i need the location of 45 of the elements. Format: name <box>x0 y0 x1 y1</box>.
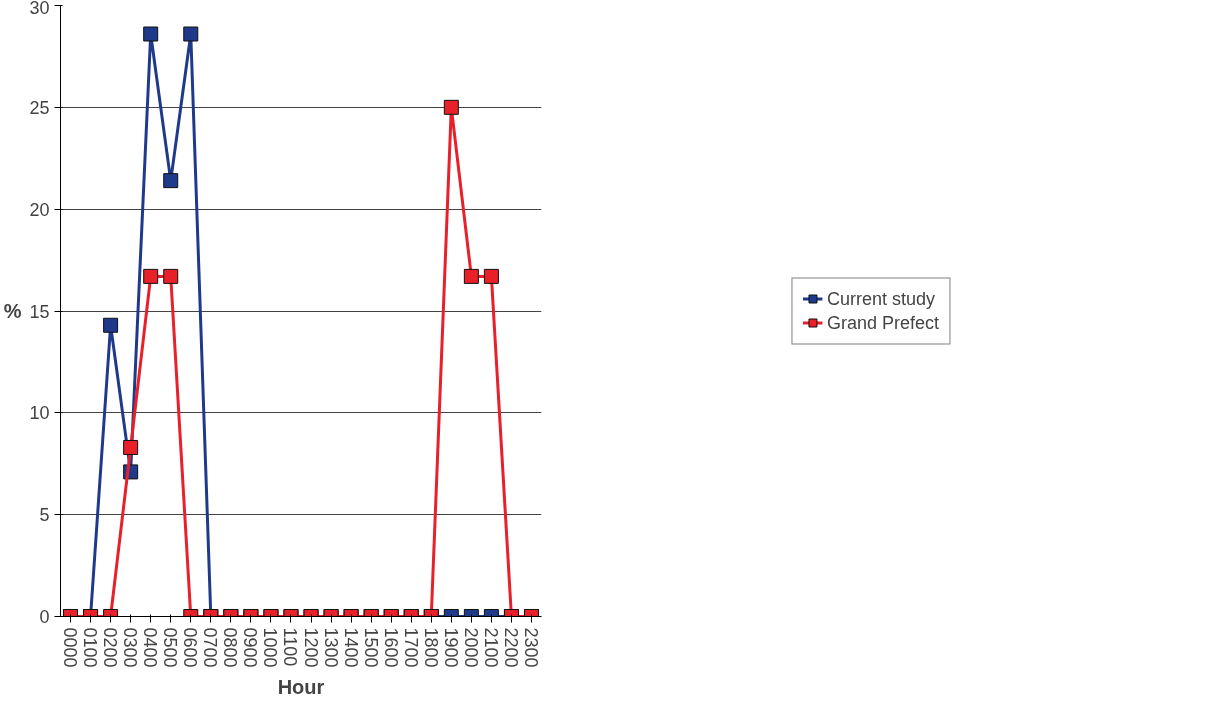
y-tick-label: 15 <box>29 301 50 322</box>
point <box>143 268 159 284</box>
y-tick-label: 25 <box>29 97 50 118</box>
x-tick-label: 0400 <box>140 627 161 668</box>
x-tick-label: 1900 <box>440 627 461 668</box>
x-tick-label: 0600 <box>180 627 201 668</box>
x-tick-label: 0100 <box>80 627 101 668</box>
point <box>443 99 459 115</box>
x-tick-label: 0200 <box>100 627 121 668</box>
x-tick-label: 1200 <box>300 627 321 668</box>
point <box>183 26 199 42</box>
legend-label: Grand Prefect <box>826 312 940 333</box>
x-tick-label: 2300 <box>520 627 541 668</box>
y-tick-label: 20 <box>29 199 50 220</box>
point <box>163 173 179 189</box>
y-tick-label: 5 <box>39 505 50 526</box>
y-tick-label: 0 <box>39 607 50 627</box>
x-tick-label: 1000 <box>260 627 281 668</box>
y-tick-label: 10 <box>29 403 50 424</box>
x-tick-label: 2000 <box>460 627 481 668</box>
point <box>163 268 179 284</box>
x-tick-label: 0700 <box>200 627 221 668</box>
x-tick-label: 1700 <box>400 627 421 668</box>
x-tick-label: 0300 <box>120 627 141 668</box>
x-tick-label: 0900 <box>240 627 261 668</box>
point <box>103 317 119 333</box>
point <box>463 268 479 284</box>
legend-label: Current study <box>826 288 936 309</box>
x-tick-label: 0000 <box>60 627 81 668</box>
x-tick-label: 1300 <box>320 627 341 668</box>
x-tick-label: 2100 <box>480 627 501 668</box>
x-tick-label: 0500 <box>160 627 181 668</box>
point <box>483 268 499 284</box>
y-tick-label: 30 <box>29 0 50 18</box>
point <box>143 26 159 42</box>
y-axis-title: % <box>3 300 22 322</box>
x-tick-label: 1600 <box>380 627 401 668</box>
x-tick-label: 0800 <box>220 627 241 668</box>
x-tick-label: 1500 <box>360 627 381 668</box>
x-tick-label: 1100 <box>280 627 301 667</box>
x-axis-title: Hour <box>277 675 325 698</box>
point <box>123 439 139 455</box>
x-tick-label: 1400 <box>340 627 361 668</box>
x-tick-label: 2200 <box>500 627 521 668</box>
x-tick-label: 1800 <box>420 627 441 668</box>
